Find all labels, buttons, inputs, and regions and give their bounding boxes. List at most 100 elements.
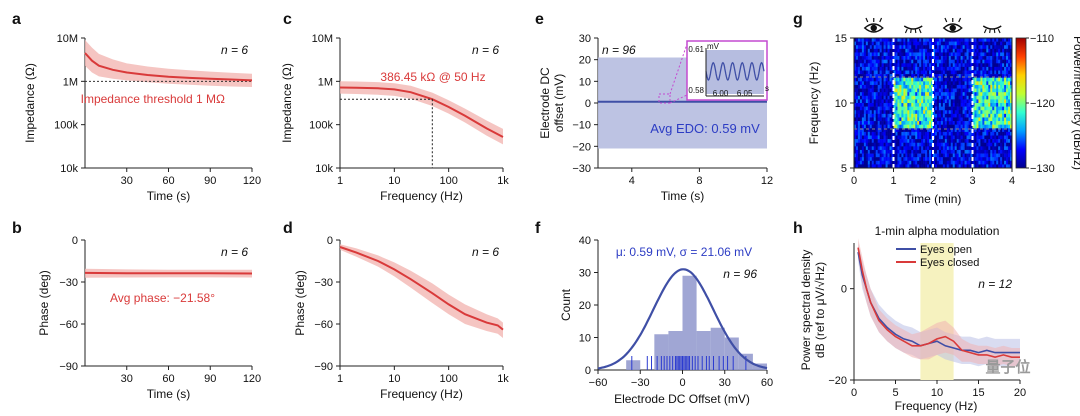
spectrogram-cell [1000,121,1003,125]
spectrogram-cell [964,84,967,89]
spectrogram-cell [875,74,878,79]
y-tick-label: 0 [585,98,591,110]
spectrogram-cell [909,88,912,93]
spectrogram-cell [978,92,981,97]
spectrogram-cell [946,48,950,53]
spectrogram-cell [887,77,890,82]
spectrogram-cell [869,139,873,144]
eyelash [910,28,912,34]
spectrogram-cell [903,128,906,133]
spectrogram-cell [990,41,993,46]
spectrogram-cell [897,113,900,118]
spectrogram-cell [865,153,869,158]
spectrogram-cell [970,146,973,151]
spectrogram-cell [1008,121,1011,125]
spectrogram-cell [909,146,912,151]
spectrogram-cell [917,66,920,71]
spectrogram-cell [994,157,997,162]
spectrogram-cell [988,56,991,60]
spectrogram-cell [889,135,892,140]
spectrogram-cell [865,52,869,57]
spectrogram-cell [901,41,904,46]
spectrogram-cell [929,77,932,82]
spectrogram-cell [936,95,940,100]
spectrogram-cell [956,160,959,165]
mean-line [84,271,253,275]
x-axis-label: Time (s) [661,189,705,203]
spectrogram-cell [893,153,896,158]
spectrogram-cell [972,142,975,147]
spectrogram-cell [984,59,987,64]
colorbar-tick-label: −110 [1030,33,1054,45]
spectrogram-cell [895,128,898,133]
spectrogram-cell [925,66,928,71]
spectrogram-cell [881,45,884,50]
spectrogram-cell [982,48,985,53]
spectrogram-cell [970,77,973,82]
spectrogram-cell [921,131,924,136]
spectrogram-cell [950,153,954,158]
spectrogram-cell [1000,88,1003,93]
spectrogram-cell [917,38,920,42]
spectrogram-cell [940,157,944,162]
spectrogram-cell [986,157,989,162]
spectrogram-cell [859,131,863,136]
spectrogram-cell [895,59,898,64]
spectrogram-cell [962,95,965,100]
spectrogram-cell [1008,81,1011,86]
spectrogram-cell [1004,84,1007,89]
spectrogram-cell [938,160,942,165]
spectrogram-cell [968,81,971,86]
spectrogram-cell [954,149,957,154]
spectrogram-cell [1000,135,1003,140]
spectrogram-cell [887,48,890,53]
spectrogram-cell [942,77,946,82]
spectrogram-cell [907,106,910,111]
spectrogram-cell [960,131,963,136]
spectrogram-cell [917,139,920,144]
spectrogram-cell [974,135,977,140]
spectrogram-cell [942,70,946,75]
spectrogram-cell [867,113,871,118]
spectrogram-cell [905,157,908,162]
spectrogram-cell [954,45,957,50]
inset-y-top: 0.61 [688,45,704,54]
spectrogram-cell [899,70,902,75]
spectrogram-cell [909,77,912,82]
spectrogram-cell [942,92,946,97]
spectrogram-cell [968,113,971,118]
spectrogram-cell [885,74,888,79]
spectrogram-cell [992,56,995,60]
spectrogram-cell [1002,92,1005,97]
spectrogram-frame [853,37,1013,169]
spectrogram-cell [950,70,954,75]
spectrogram-cell [986,63,989,68]
spectrogram-cell [854,63,857,68]
spectrogram-cell [992,52,995,57]
spectrogram-cell [984,131,987,136]
spectrogram-cell [913,92,916,97]
spectrogram-cell [966,139,969,144]
spectrogram-cell [984,160,987,165]
spectrogram-cell [1004,38,1007,42]
spectrogram-cell [952,142,956,147]
spectrogram-cell [1010,117,1013,122]
spectrogram-cell [974,52,977,57]
spectrogram-cell [952,106,956,111]
spectrogram-cell [927,128,930,133]
eyelid [982,25,1002,30]
spectrogram-cell [958,56,961,60]
spectrogram-cell [1010,38,1013,42]
spectrogram-cell [877,88,880,93]
spectrogram-cell [933,84,936,89]
spectrogram-cell [970,153,973,158]
spectrogram-cell [923,70,926,75]
spectrogram-cell [854,77,857,82]
spectrogram-cell [962,103,965,107]
spectrogram-cell [978,121,981,125]
spectrogram-cell [899,84,902,89]
spectrogram-cell [931,160,934,165]
spectrogram-cell [919,164,922,169]
spectrogram-cell [877,70,880,75]
spectrogram-cell [931,131,934,136]
